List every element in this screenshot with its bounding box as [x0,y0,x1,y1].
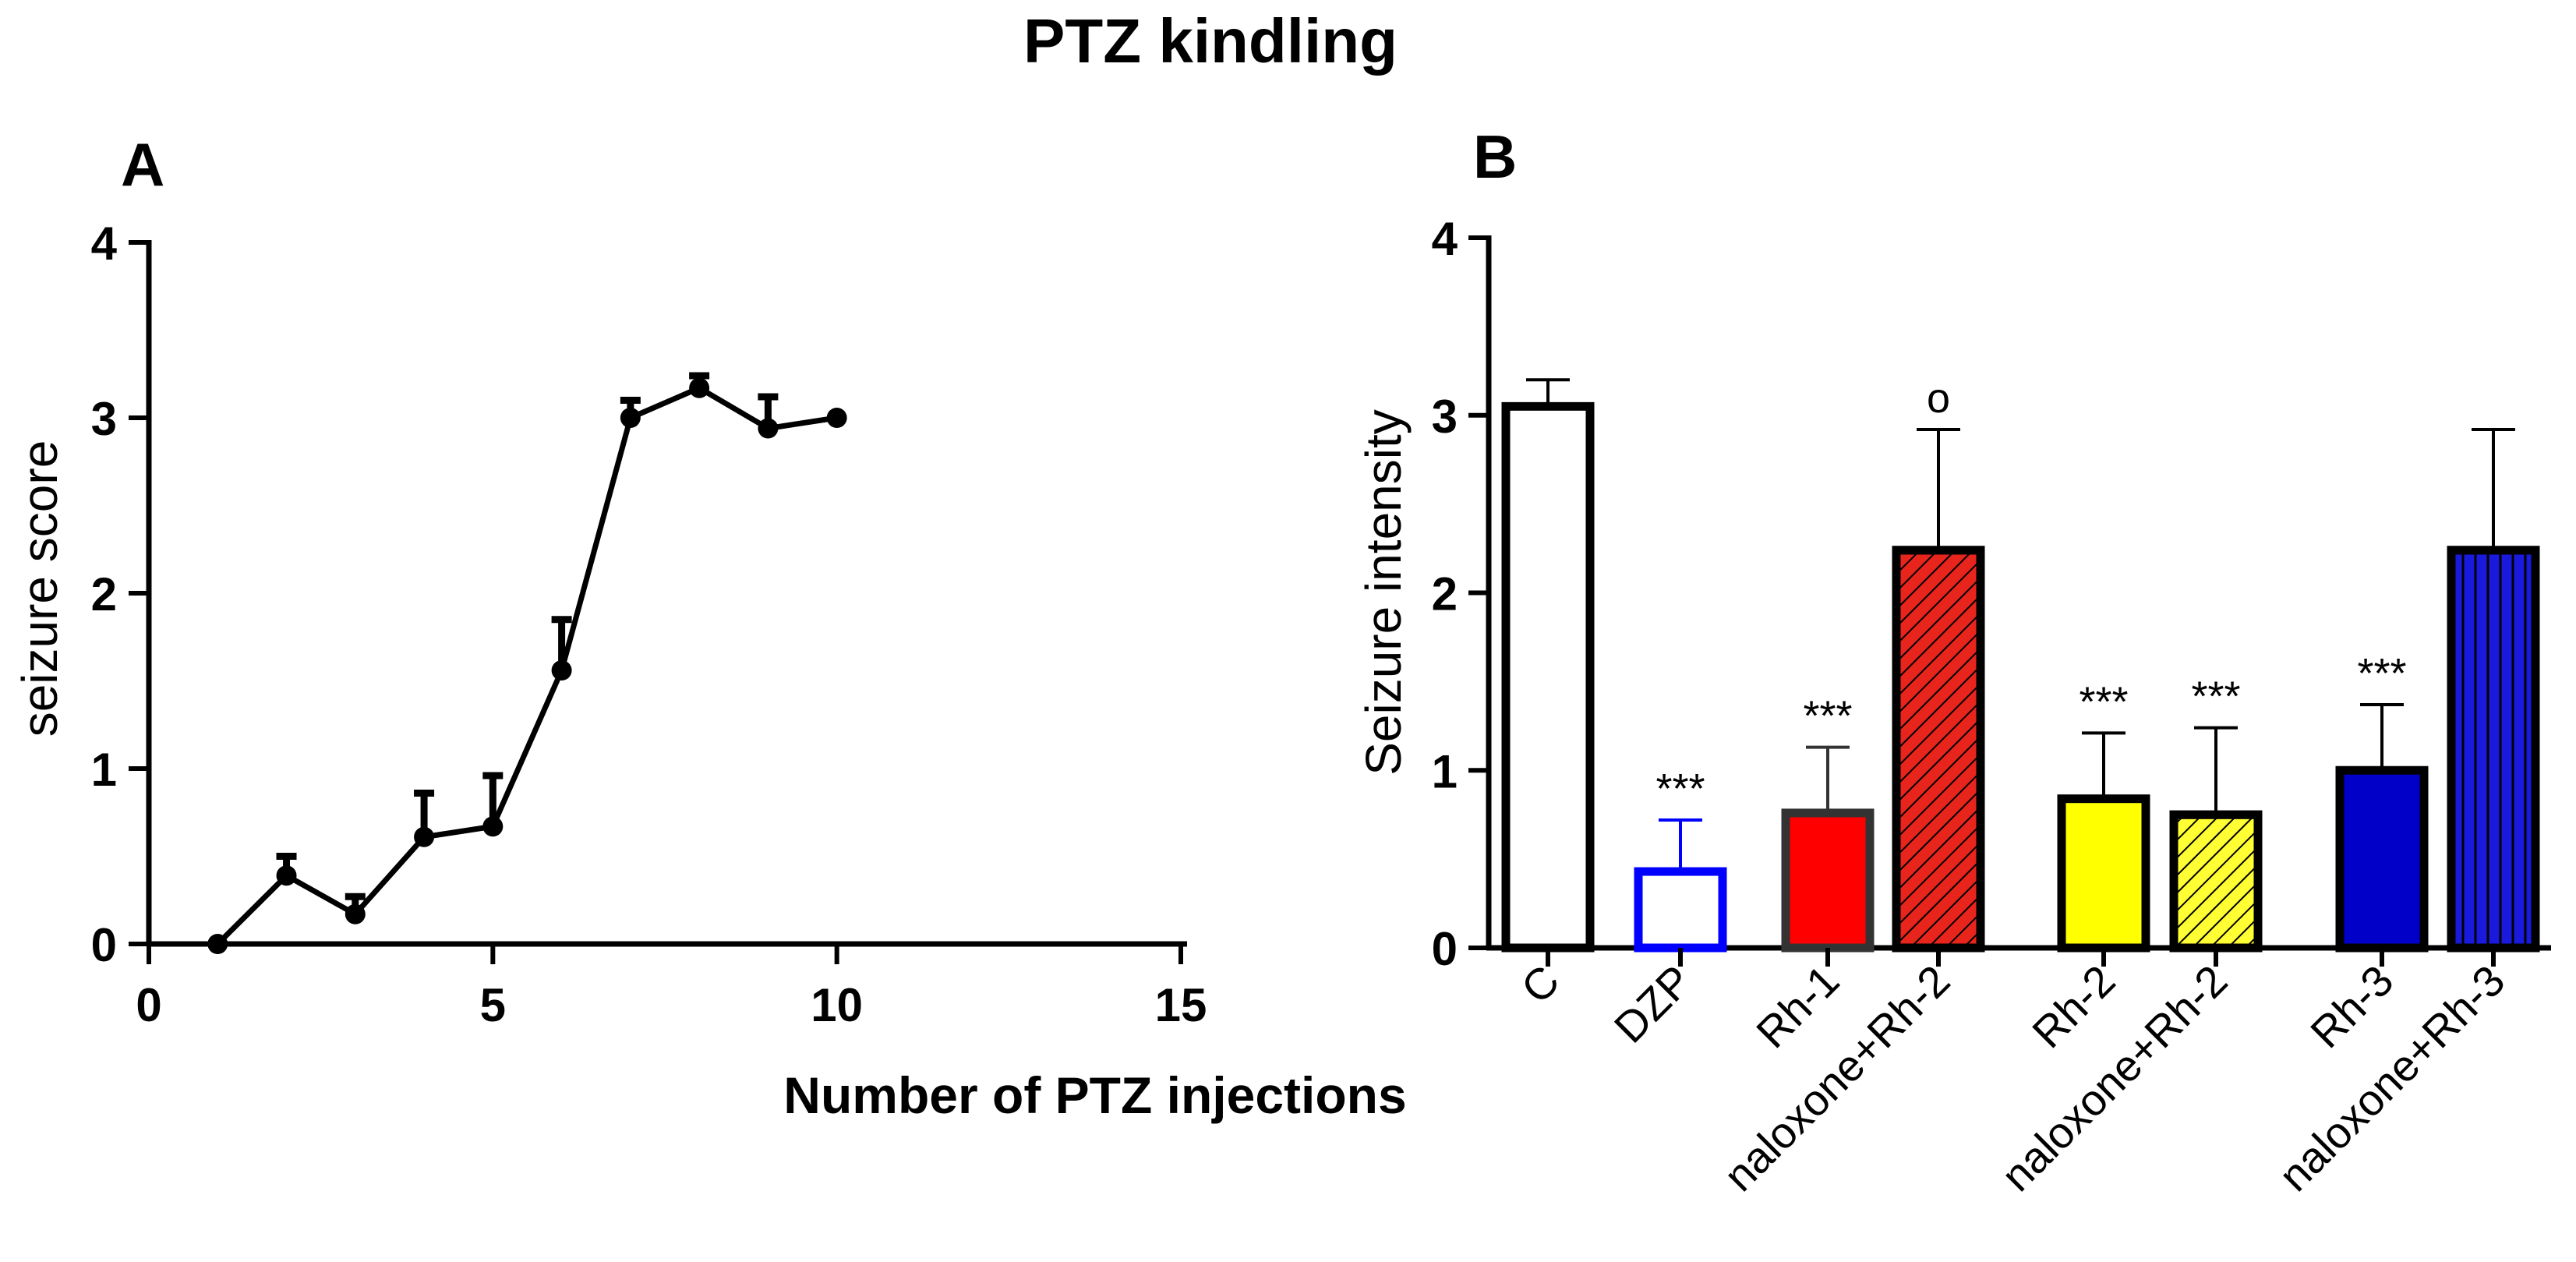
panel-b-x-tick-label: C [1511,956,1568,1013]
panel-a-y-tick-label: 3 [91,393,117,445]
panel-a-x-tick-label: 10 [811,979,863,1031]
figure-title: PTZ kindling [1023,6,1398,76]
panel-a-point [758,418,779,439]
panel-b-bar-hatch [2447,546,2540,953]
panel-a-y-tick-label: 0 [91,919,117,971]
panel-a-points [207,377,847,954]
panel-b-x-tick-label: DZP [1605,956,1701,1052]
panel-a-x-tick-label: 0 [136,979,161,1031]
panel-b-annotation: *** [2191,673,2240,720]
panel-b-bar [2057,794,2150,953]
panel-b-y-tick-label: 1 [1432,745,1458,797]
panel-a-point [276,865,297,886]
panel-a-x-ticks: 0 5 10 15 [136,944,1207,1031]
panel-b-bar [1634,867,1727,953]
panel-b-annotations: *** *** o *** *** *** [1655,375,2406,812]
panel-b-y-tick-label: 4 [1432,213,1458,265]
panel-a-point [620,408,641,428]
panel-b-annotation: *** [2357,650,2406,697]
panel-a: A 0 1 2 3 4 0 5 10 15 seizure score Number of P… [12,130,1407,1124]
panel-b-x-tick-label: Rh-2 [2023,956,2124,1057]
panel-a-point [826,408,847,428]
panel-a-y-tick-label: 2 [91,568,117,620]
panel-b-annotation: o [1927,375,1950,422]
panel-b-annotation: *** [1803,693,1852,740]
panel-a-point [689,377,710,398]
panel-b-annotation: *** [2079,678,2128,725]
panel-a-error-bars [276,372,779,914]
panel-b-bar [1501,401,1595,953]
panel-b-y-ticks: 0 1 2 3 4 [1432,213,1489,975]
panel-b-y-tick-label: 3 [1432,391,1458,443]
panel-b-y-tick-label: 2 [1432,568,1458,620]
panel-b-label: B [1473,122,1517,191]
panel-b-error-bars [1526,378,2515,872]
panel-a-x-tick-label: 15 [1155,979,1207,1031]
panel-b-bar [2335,765,2429,953]
panel-a-x-tick-label: 5 [480,979,506,1031]
panel-a-y-tick-label: 4 [91,217,118,270]
panel-a-point [482,816,504,837]
panel-b-bar [1781,808,1875,953]
panel-a-x-label: Number of PTZ injections [783,1066,1406,1124]
panel-b-bar-hatch [2169,810,2263,953]
panel-a-point [207,934,228,954]
panel-a-point [414,826,435,847]
panel-a-series-line [215,385,838,946]
panel-a-point [551,660,572,680]
panel-a-y-label: seizure score [12,440,68,737]
panel-b-bars [1501,401,2540,953]
panel-b-y-tick-label: 0 [1432,923,1458,975]
panel-a-label: A [121,130,164,199]
panel-b-x-tick-label: Rh-3 [2301,956,2402,1057]
panel-b-y-label: Seizure intensity [1355,409,1412,776]
panel-a-y-ticks: 0 1 2 3 4 [91,217,149,971]
panel-b-x-tick-label: Rh-1 [1747,956,1848,1057]
panel-b-bar-hatch [1892,546,1985,953]
panel-a-y-tick-label: 1 [91,744,117,796]
panel-a-point [345,903,366,924]
panel-b-annotation: *** [1655,765,1705,812]
